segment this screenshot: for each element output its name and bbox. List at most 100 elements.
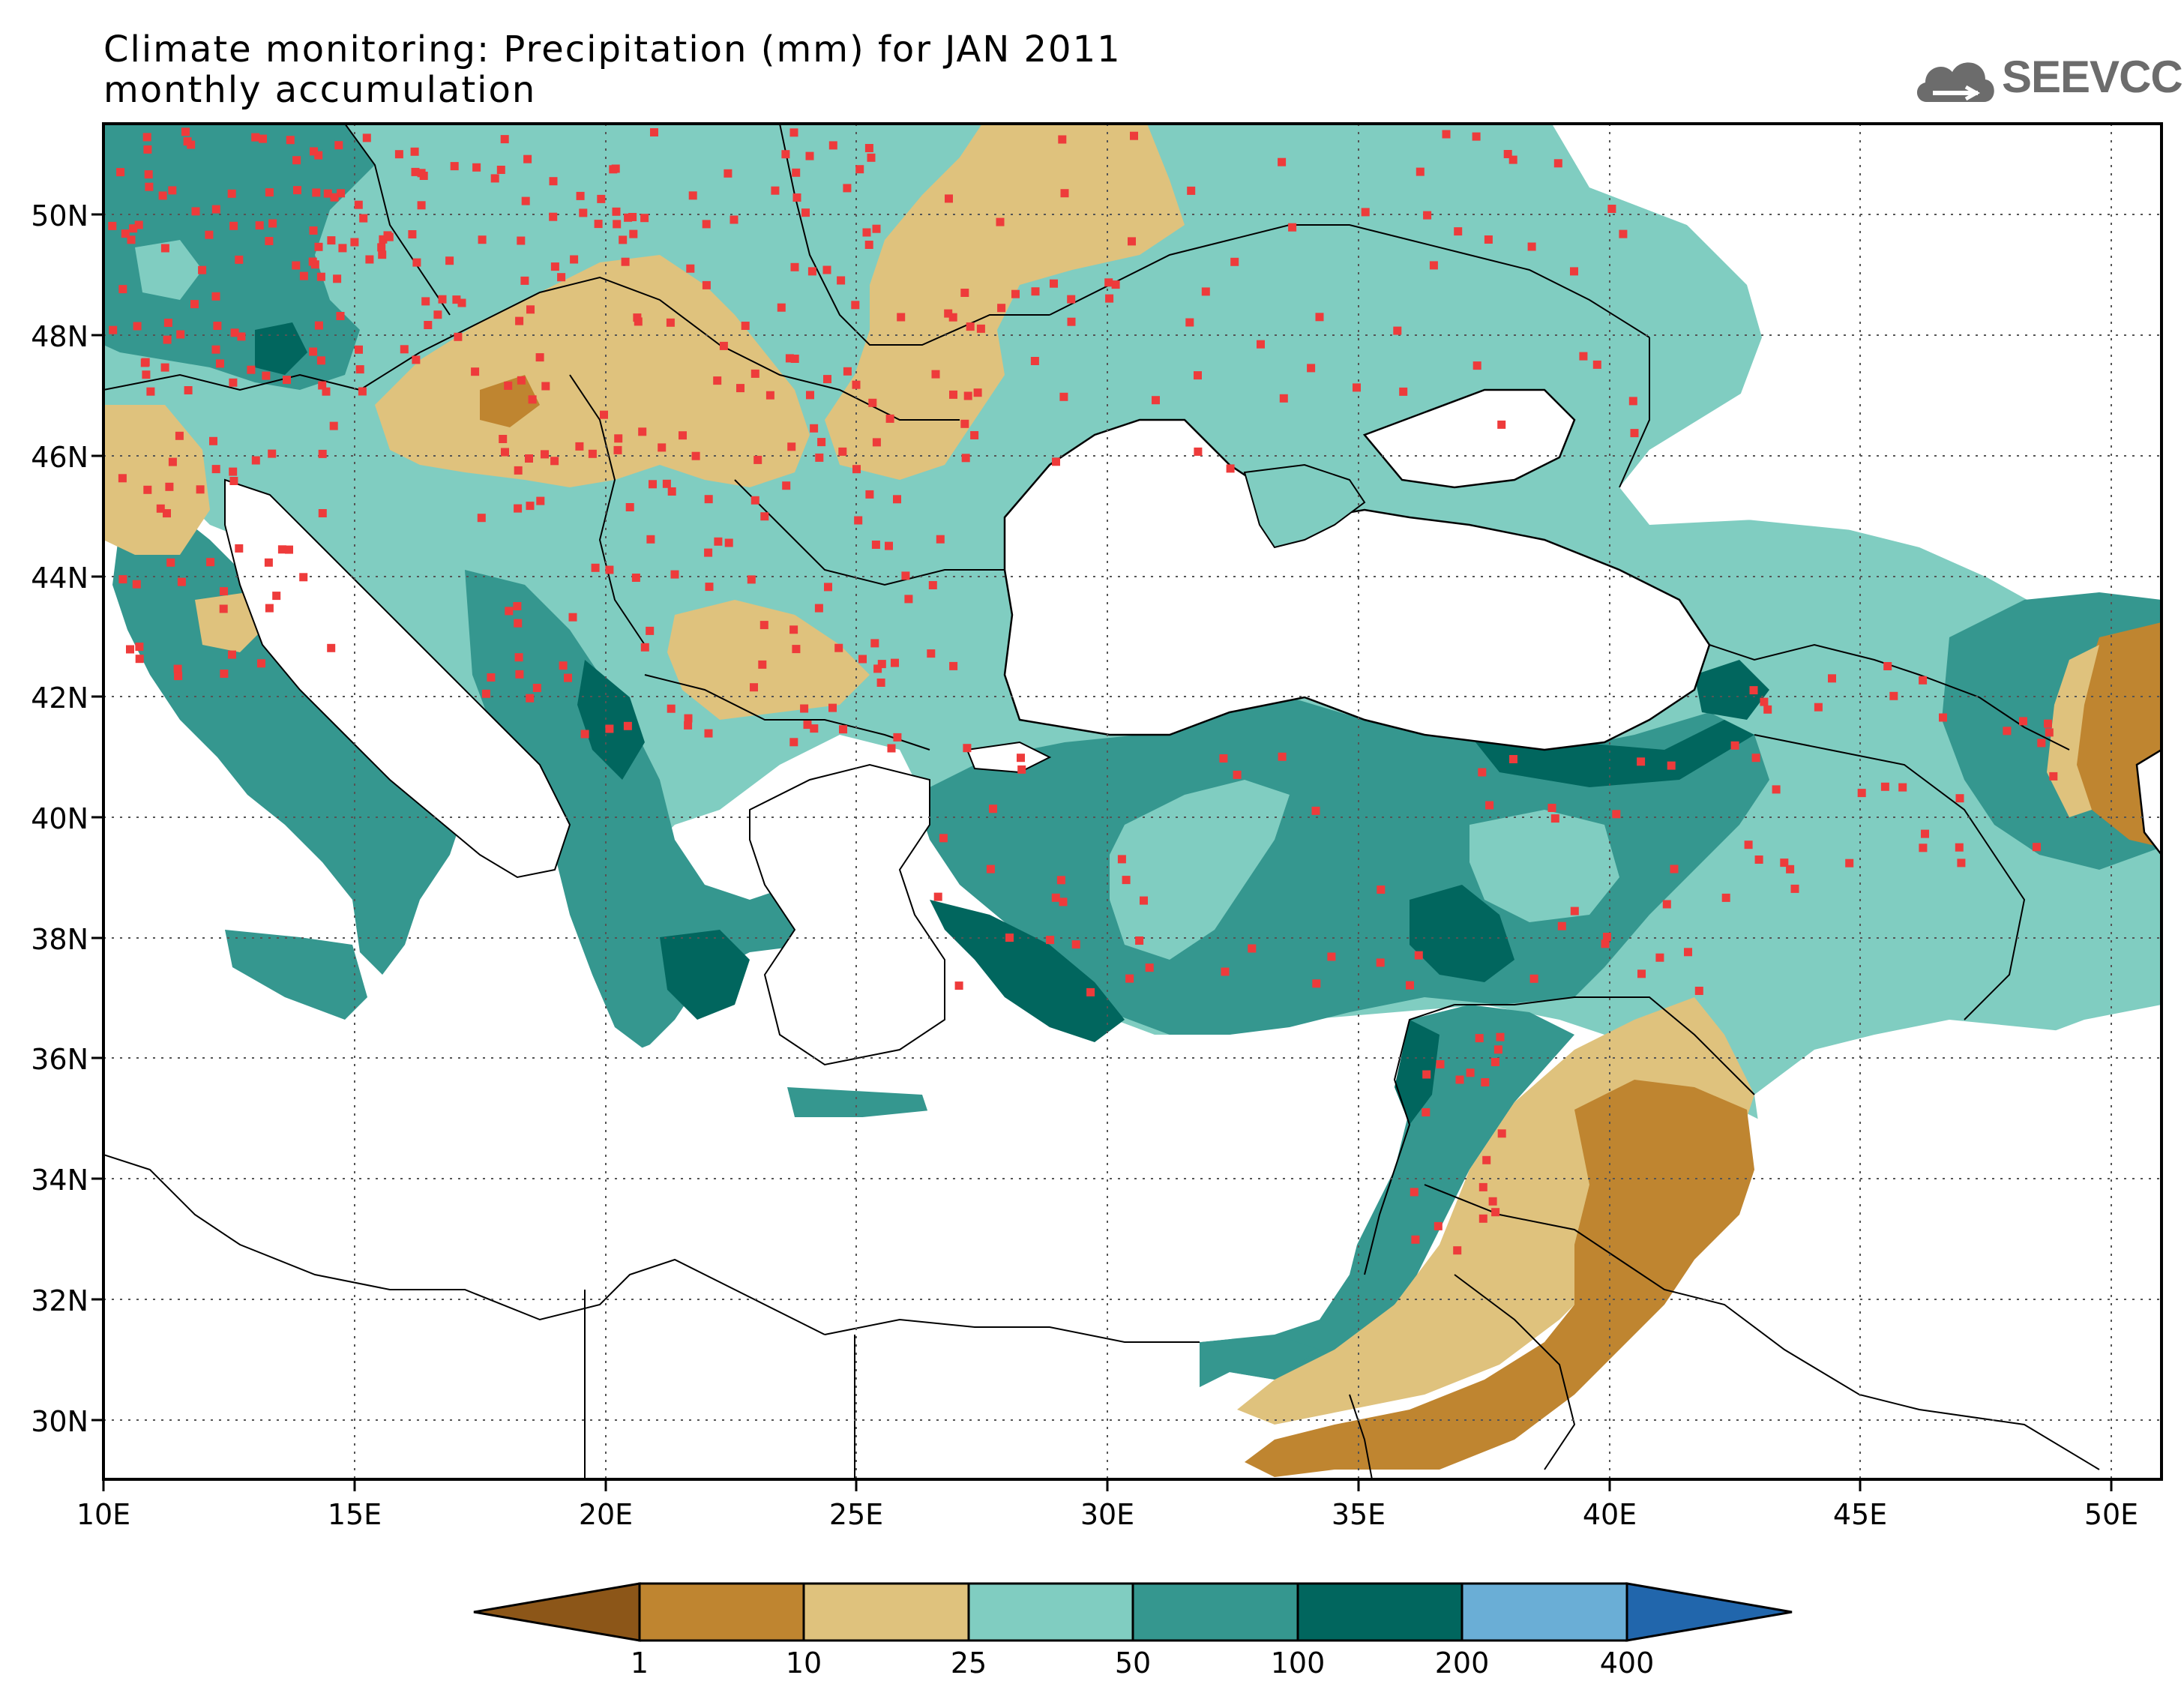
field-levant-wet xyxy=(1395,1020,1440,1125)
station-marker xyxy=(684,721,693,730)
no-data-northeast xyxy=(1552,124,2162,592)
station-marker xyxy=(1050,279,1058,288)
station-marker xyxy=(168,186,177,195)
station-marker xyxy=(765,391,774,400)
station-marker xyxy=(2037,739,2046,748)
station-marker xyxy=(209,436,217,445)
station-marker xyxy=(933,892,942,901)
station-marker xyxy=(1478,1182,1487,1191)
lat-label: 46N xyxy=(31,441,88,474)
station-marker xyxy=(1130,131,1138,140)
station-marker xyxy=(600,410,608,419)
station-marker xyxy=(650,128,658,136)
colorbar-bin xyxy=(802,1582,970,1642)
station-marker xyxy=(513,602,522,610)
station-marker xyxy=(1482,1155,1491,1164)
station-marker xyxy=(1071,940,1080,949)
station-marker xyxy=(1315,313,1324,322)
colorbar-bin xyxy=(967,1582,1134,1642)
station-marker xyxy=(359,214,368,223)
station-marker xyxy=(1411,1235,1420,1244)
station-marker xyxy=(852,465,861,474)
station-marker xyxy=(885,414,894,423)
station-marker xyxy=(1194,447,1203,456)
mediterranean-sea xyxy=(103,1005,1395,1342)
station-marker xyxy=(142,370,151,379)
station-marker xyxy=(1601,939,1610,948)
station-marker xyxy=(989,805,997,814)
station-marker xyxy=(646,626,655,635)
colorbar-label: 10 xyxy=(785,1647,822,1680)
station-marker xyxy=(945,194,953,203)
station-marker xyxy=(1436,1060,1445,1068)
station-marker xyxy=(1828,674,1836,683)
station-marker xyxy=(2044,719,2052,728)
station-marker xyxy=(330,193,339,202)
station-marker xyxy=(686,264,695,273)
station-marker xyxy=(329,421,338,430)
station-marker xyxy=(631,574,640,582)
station-marker xyxy=(702,280,711,289)
station-marker xyxy=(499,435,508,443)
field-hungary-very-dry xyxy=(480,375,540,427)
station-marker xyxy=(383,231,392,240)
station-marker xyxy=(472,163,481,172)
station-marker xyxy=(526,694,535,703)
station-marker xyxy=(1898,783,1907,792)
station-marker xyxy=(487,673,496,682)
field-turkey-anatolia-wet xyxy=(1410,885,1514,982)
station-marker xyxy=(893,733,902,742)
station-marker xyxy=(843,367,852,376)
field-georgia-wet xyxy=(1694,660,1769,720)
station-marker xyxy=(1429,261,1438,270)
station-marker xyxy=(1017,765,1026,774)
station-marker xyxy=(815,453,824,462)
station-marker xyxy=(211,465,220,474)
station-marker xyxy=(928,581,937,589)
station-marker xyxy=(633,313,642,322)
station-marker xyxy=(858,655,867,664)
station-marker xyxy=(1122,876,1131,885)
station-marker xyxy=(338,244,347,253)
station-marker xyxy=(963,391,972,400)
station-marker xyxy=(747,575,756,584)
station-marker xyxy=(588,449,597,458)
station-marker xyxy=(496,166,505,174)
station-marker xyxy=(613,445,622,454)
station-marker xyxy=(1423,211,1432,220)
station-marker xyxy=(1684,948,1692,957)
station-marker xyxy=(872,224,881,233)
station-marker xyxy=(445,256,454,265)
station-marker xyxy=(1667,761,1676,770)
station-marker xyxy=(277,545,286,554)
station-marker xyxy=(174,672,183,681)
station-marker xyxy=(1466,1068,1475,1077)
field-sicily xyxy=(225,930,367,1020)
station-marker xyxy=(264,558,273,567)
station-marker xyxy=(782,481,791,490)
station-marker xyxy=(541,450,549,459)
station-marker xyxy=(471,367,480,376)
station-marker xyxy=(1694,987,1703,995)
station-marker xyxy=(887,744,896,753)
station-marker xyxy=(838,447,847,456)
station-marker xyxy=(865,490,874,499)
station-marker xyxy=(1187,186,1196,195)
sea-of-azov xyxy=(1362,388,1576,489)
station-marker xyxy=(163,509,171,518)
station-marker xyxy=(318,509,327,517)
station-marker xyxy=(309,347,318,356)
station-marker xyxy=(939,834,948,843)
station-marker xyxy=(1434,1221,1443,1230)
station-marker xyxy=(1011,289,1020,298)
colorbar-label: 50 xyxy=(1114,1647,1152,1680)
station-marker xyxy=(629,229,638,238)
station-marker xyxy=(1760,697,1769,706)
station-marker xyxy=(550,457,559,466)
station-marker xyxy=(570,255,579,264)
station-marker xyxy=(1921,829,1929,838)
station-marker xyxy=(986,864,995,873)
station-marker xyxy=(1060,189,1069,198)
field-caspian-below xyxy=(2047,645,2099,817)
station-marker xyxy=(960,289,969,297)
